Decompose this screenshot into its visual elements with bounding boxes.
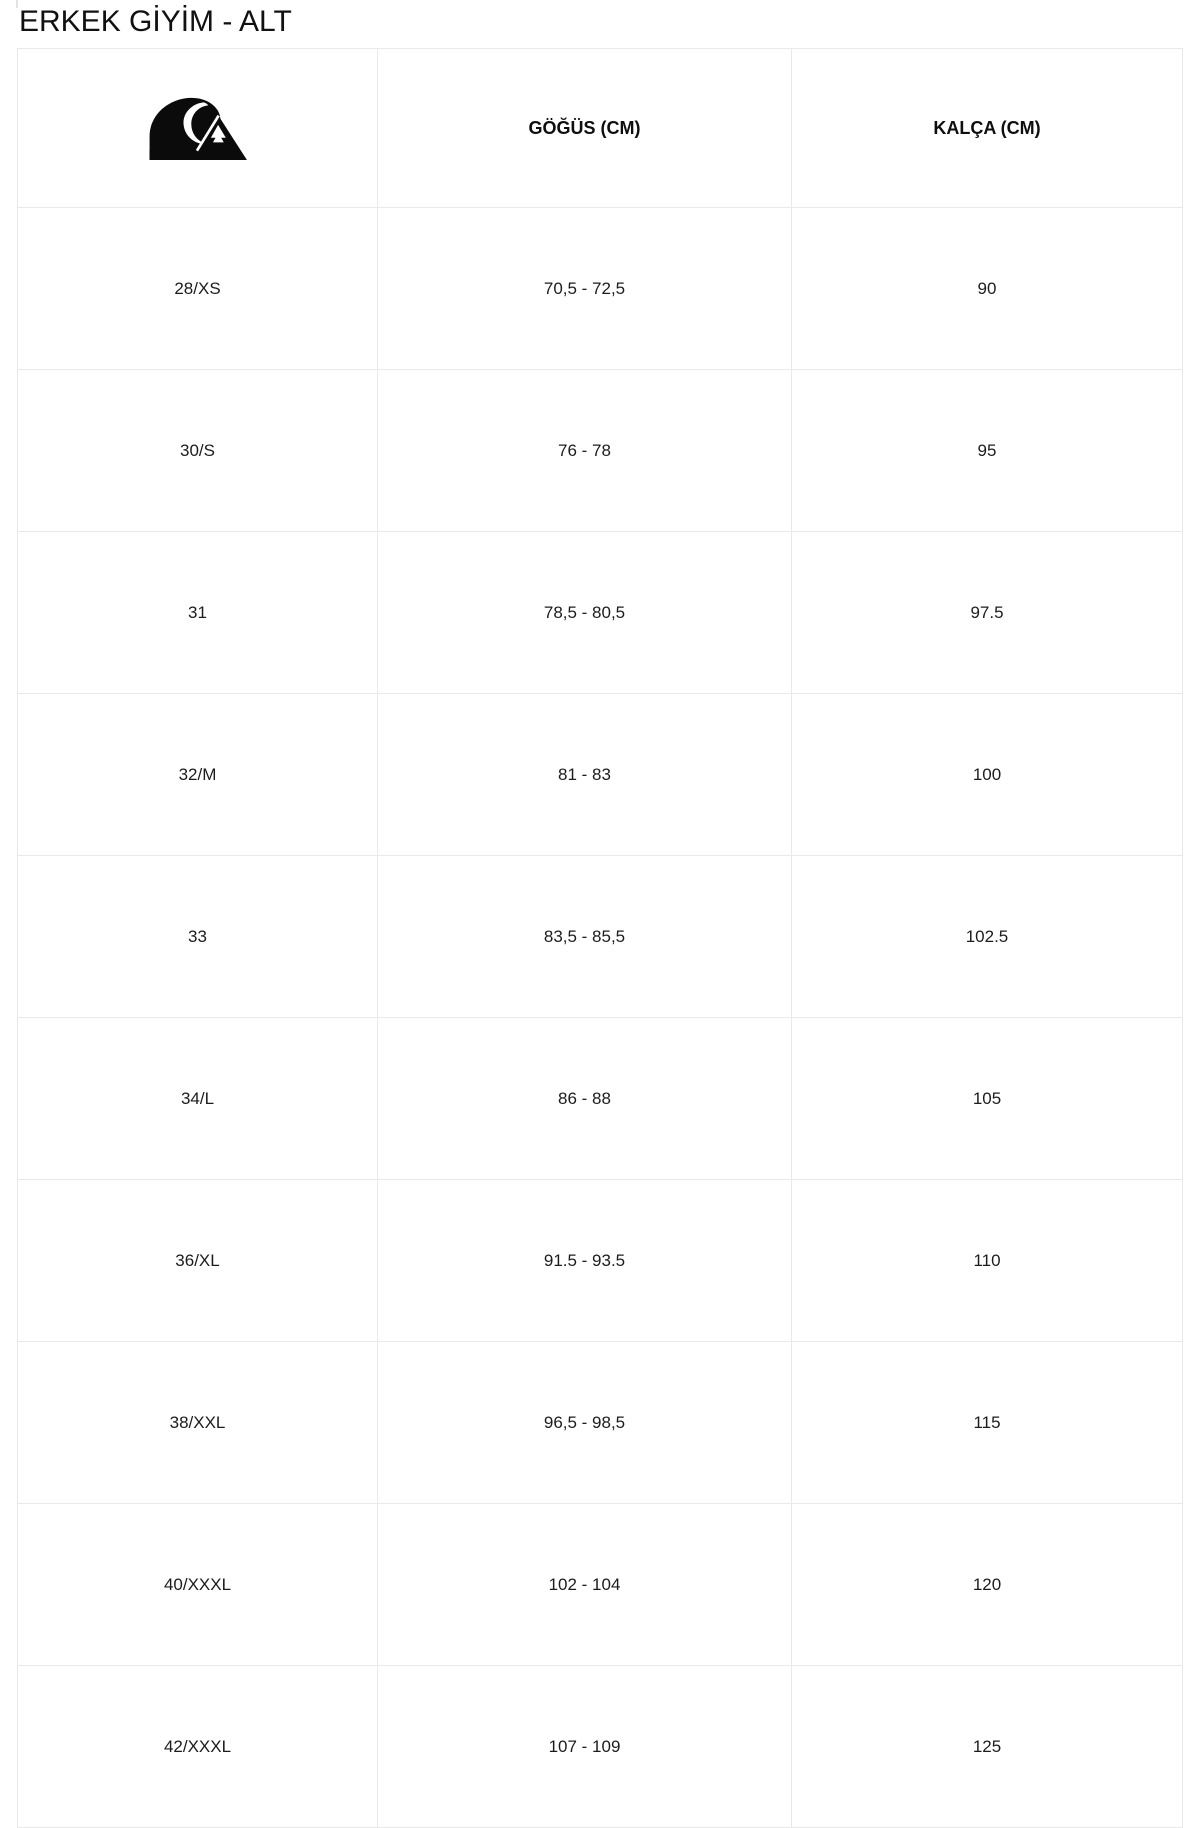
kalca-cell: 90 (791, 207, 1183, 370)
table-row: 38/XXL 96,5 - 98,5 115 (17, 1341, 1183, 1504)
kalca-cell: 115 (791, 1341, 1183, 1504)
size-cell: 38/XXL (17, 1341, 378, 1504)
table-row: 28/XS 70,5 - 72,5 90 (17, 207, 1183, 370)
size-cell: 34/L (17, 1017, 378, 1180)
table-row: 40/XXXL 102 - 104 120 (17, 1503, 1183, 1666)
kalca-cell: 95 (791, 369, 1183, 532)
size-cell: 30/S (17, 369, 378, 532)
gogus-cell: 102 - 104 (377, 1503, 792, 1666)
table-row: 30/S 76 - 78 95 (17, 369, 1183, 532)
gogus-cell: 76 - 78 (377, 369, 792, 532)
kalca-cell: 102.5 (791, 855, 1183, 1018)
column-header-kalca: KALÇA (CM) (791, 48, 1183, 208)
size-cell: 40/XXXL (17, 1503, 378, 1666)
size-cell: 31 (17, 531, 378, 694)
kalca-cell: 120 (791, 1503, 1183, 1666)
kalca-cell: 125 (791, 1665, 1183, 1828)
gogus-cell: 96,5 - 98,5 (377, 1341, 792, 1504)
page-title: ERKEK GİYİM - ALT (19, 5, 292, 38)
kalca-cell: 105 (791, 1017, 1183, 1180)
gogus-cell: 81 - 83 (377, 693, 792, 856)
table-row: 36/XL 91.5 - 93.5 110 (17, 1179, 1183, 1342)
table-row: 42/XXXL 107 - 109 125 (17, 1665, 1183, 1828)
table-row: 32/M 81 - 83 100 (17, 693, 1183, 856)
table-row: 31 78,5 - 80,5 97.5 (17, 531, 1183, 694)
table-row: 34/L 86 - 88 105 (17, 1017, 1183, 1180)
size-cell: 32/M (17, 693, 378, 856)
header-row: GÖĞÜS (CM) KALÇA (CM) (17, 48, 1183, 208)
table-border-fragment (16, 0, 18, 8)
quiksilver-logo-icon (149, 97, 247, 160)
gogus-cell: 70,5 - 72,5 (377, 207, 792, 370)
kalca-cell: 100 (791, 693, 1183, 856)
table-row: 33 83,5 - 85,5 102.5 (17, 855, 1183, 1018)
gogus-cell: 91.5 - 93.5 (377, 1179, 792, 1342)
gogus-cell: 86 - 88 (377, 1017, 792, 1180)
kalca-cell: 97.5 (791, 531, 1183, 694)
gogus-cell: 107 - 109 (377, 1665, 792, 1828)
size-chart-table: GÖĞÜS (CM) KALÇA (CM) 28/XS 70,5 - 72,5 … (17, 48, 1183, 1828)
logo-cell (17, 48, 378, 208)
size-cell: 36/XL (17, 1179, 378, 1342)
size-cell: 33 (17, 855, 378, 1018)
gogus-cell: 83,5 - 85,5 (377, 855, 792, 1018)
size-cell: 28/XS (17, 207, 378, 370)
gogus-cell: 78,5 - 80,5 (377, 531, 792, 694)
size-cell: 42/XXXL (17, 1665, 378, 1828)
column-header-gogus: GÖĞÜS (CM) (377, 48, 792, 208)
kalca-cell: 110 (791, 1179, 1183, 1342)
